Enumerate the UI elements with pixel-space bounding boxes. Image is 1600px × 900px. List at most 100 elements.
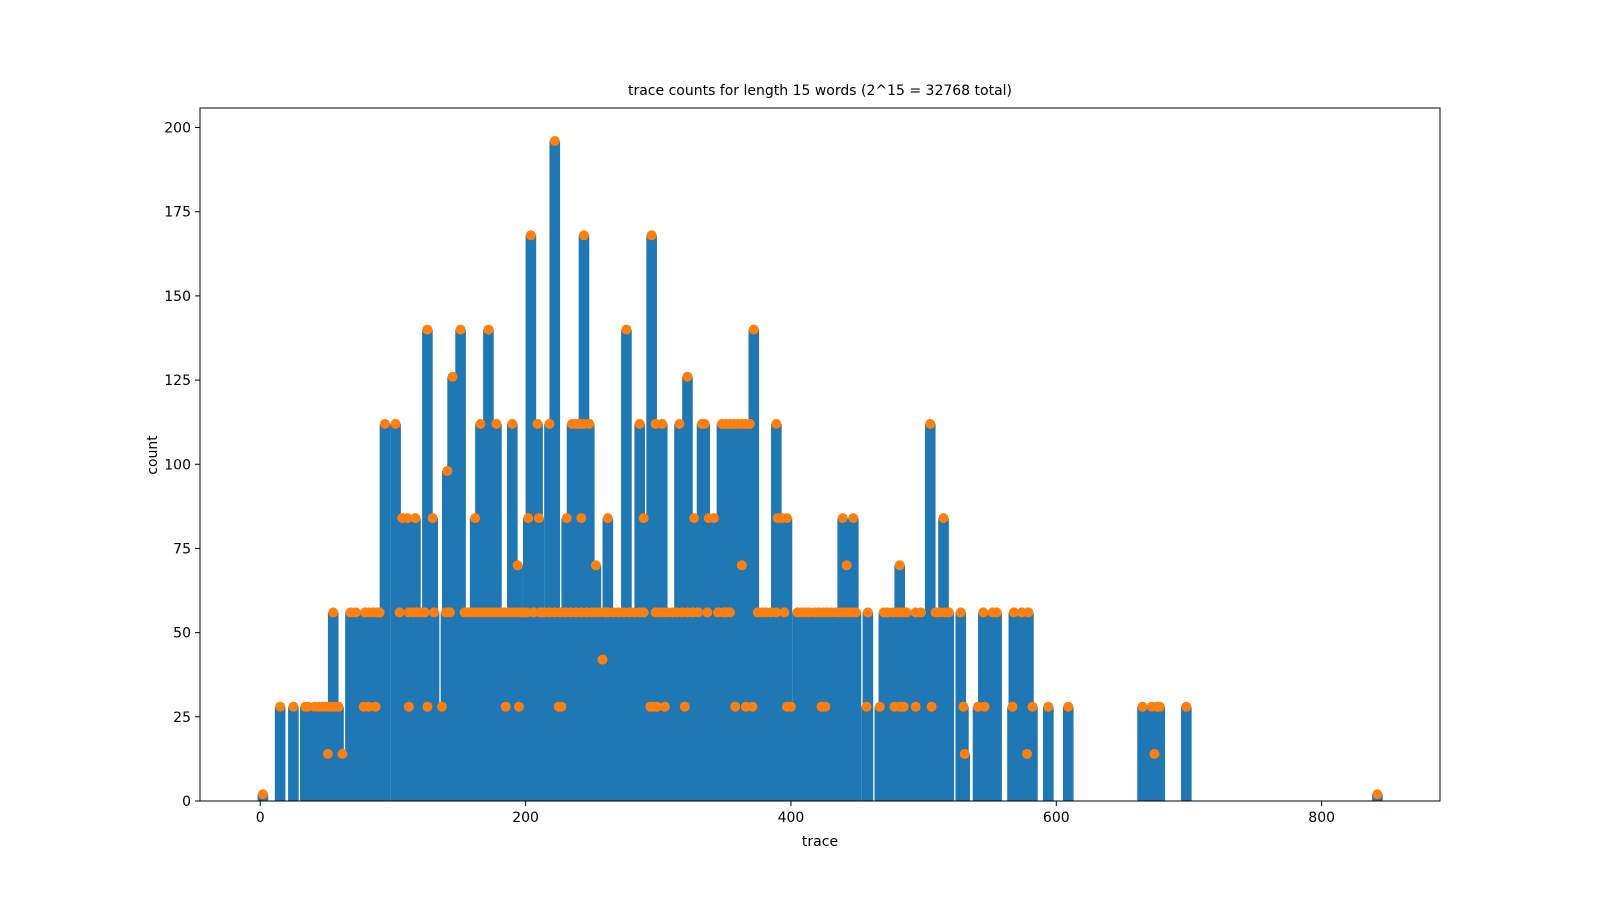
- point: [447, 371, 458, 382]
- y-tick-label: 125: [164, 373, 191, 389]
- bar: [1154, 706, 1166, 801]
- point: [979, 701, 990, 712]
- bar: [337, 753, 348, 801]
- point: [736, 560, 747, 571]
- bar: [621, 329, 632, 801]
- point: [590, 560, 601, 571]
- bar: [1062, 706, 1074, 801]
- point: [894, 560, 905, 571]
- point: [781, 513, 792, 524]
- point: [1154, 701, 1165, 712]
- point: [1137, 701, 1148, 712]
- point: [437, 701, 448, 712]
- point: [576, 513, 587, 524]
- point: [1022, 748, 1033, 759]
- point: [512, 560, 523, 571]
- bar: [915, 612, 927, 801]
- point: [507, 418, 518, 429]
- point: [674, 418, 685, 429]
- point: [659, 701, 670, 712]
- point: [699, 418, 710, 429]
- point: [455, 324, 466, 335]
- bar: [455, 329, 466, 801]
- x-tick-label: 0: [256, 810, 265, 826]
- bar: [302, 706, 314, 801]
- bar: [623, 612, 635, 801]
- y-tick-label: 150: [164, 289, 191, 305]
- point: [370, 701, 381, 712]
- point: [584, 418, 595, 429]
- bar: [1016, 612, 1028, 801]
- point: [491, 418, 502, 429]
- point: [350, 607, 361, 618]
- bar: [1137, 706, 1148, 801]
- point: [525, 230, 536, 241]
- point: [257, 789, 268, 800]
- point: [475, 418, 486, 429]
- point: [689, 513, 700, 524]
- point: [748, 324, 759, 335]
- point: [938, 513, 949, 524]
- point: [621, 324, 632, 335]
- bar: [959, 753, 971, 801]
- bar: [765, 612, 777, 801]
- point: [837, 513, 848, 524]
- point: [724, 607, 735, 618]
- point: [910, 701, 921, 712]
- y-tick-label: 25: [173, 710, 191, 726]
- point: [874, 701, 885, 712]
- point: [556, 701, 567, 712]
- point: [549, 136, 560, 146]
- point: [544, 418, 555, 429]
- y-tick-label: 175: [164, 205, 191, 221]
- point: [901, 607, 912, 618]
- point: [651, 701, 662, 712]
- point: [926, 701, 937, 712]
- bar: [379, 423, 391, 801]
- point: [702, 607, 713, 618]
- point: [1149, 748, 1160, 759]
- point: [771, 418, 782, 429]
- point: [958, 701, 969, 712]
- bar: [785, 706, 797, 801]
- bar: [1181, 706, 1192, 801]
- point: [862, 607, 873, 618]
- bar: [991, 612, 1002, 801]
- point: [841, 560, 852, 571]
- point: [1007, 701, 1018, 712]
- bar: [274, 706, 286, 801]
- point: [708, 513, 719, 524]
- point: [602, 513, 613, 524]
- point: [730, 701, 741, 712]
- bar: [943, 612, 955, 801]
- point: [394, 607, 405, 618]
- point: [861, 701, 872, 712]
- point: [898, 701, 909, 712]
- point: [444, 607, 455, 618]
- point: [1181, 701, 1192, 712]
- point: [682, 371, 693, 382]
- bar: [748, 329, 760, 801]
- point: [785, 701, 796, 712]
- point: [288, 701, 299, 712]
- x-tick-label: 400: [778, 810, 805, 826]
- point: [1063, 701, 1074, 712]
- bar: [850, 612, 862, 801]
- point: [422, 701, 433, 712]
- point: [848, 513, 859, 524]
- point: [1027, 701, 1038, 712]
- point: [850, 607, 861, 618]
- point: [991, 607, 1002, 618]
- point: [427, 513, 438, 524]
- point: [925, 418, 936, 429]
- point: [744, 418, 755, 429]
- bar: [638, 612, 649, 801]
- point: [638, 607, 649, 618]
- point: [561, 513, 572, 524]
- chart-title: trace counts for length 15 words (2^15 =…: [628, 83, 1012, 99]
- point: [578, 230, 589, 241]
- point: [390, 418, 401, 429]
- point: [513, 701, 524, 712]
